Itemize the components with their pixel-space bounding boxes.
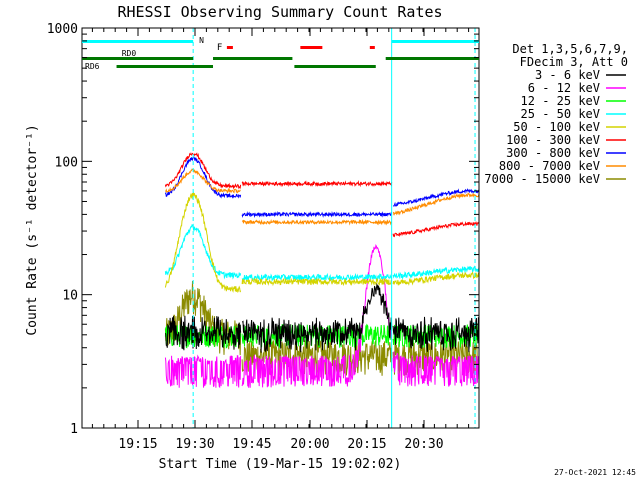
legend-label-8: 7000 - 15000 keV <box>484 172 600 186</box>
legend-label-6: 300 - 800 keV <box>506 146 600 160</box>
legend-label-7: 800 - 7000 keV <box>499 159 600 173</box>
series-line-1 <box>164 243 479 389</box>
y-axis-label: Count Rate (s⁻¹ detector⁻¹) <box>25 124 40 335</box>
status-bar-f-2 <box>300 46 323 49</box>
legend-header-line-2: FDecim 3, Att 0 <box>520 55 628 69</box>
x-tick-label-0: 19:15 <box>118 437 157 452</box>
x-axis-label: Start Time (19-Mar-15 19:02:02) <box>159 457 402 472</box>
legend-label-4: 50 - 100 keV <box>513 120 600 134</box>
axes: 19:15 19:30 19:45 20:00 20:15 20:30 1 10 100 1000 <box>47 22 479 452</box>
status-label-n: N <box>199 36 204 45</box>
series-line-6 <box>164 156 479 219</box>
plot-area <box>82 28 479 428</box>
status-bar-n-1 <box>82 40 194 43</box>
legend-label-3: 25 - 50 keV <box>521 107 600 121</box>
status-bar-f-3 <box>369 46 375 49</box>
x-tick-label-4: 20:15 <box>347 437 386 452</box>
status-bar-rd0-3 <box>385 57 479 60</box>
legend-header-line-1: Det 1,3,5,6,7,9, <box>512 42 628 56</box>
status-label-f: F <box>217 43 222 53</box>
series-line-5 <box>164 152 479 238</box>
x-tick-label-2: 19:45 <box>232 437 271 452</box>
status-bar-f-1 <box>226 46 233 49</box>
series-line-4 <box>164 192 479 294</box>
status-bars: N F RD0 RD6 <box>82 36 479 71</box>
series-line-0 <box>164 282 479 353</box>
plot-frame <box>81 27 480 429</box>
series-line-7 <box>165 168 479 226</box>
status-bar-rd0-1 <box>82 57 194 60</box>
legend-label-1: 6 - 12 keV <box>528 81 600 95</box>
status-label-rd6: RD6 <box>85 62 100 71</box>
y-tick-label-2: 100 <box>55 155 78 170</box>
x-tick-label-3: 20:00 <box>290 437 329 452</box>
legend-label-5: 100 - 300 keV <box>506 133 600 147</box>
status-label-rd0: RD0 <box>122 49 137 58</box>
legend-label-0: 3 - 6 keV <box>535 68 600 82</box>
x-tick-label-1: 19:30 <box>175 437 214 452</box>
y-tick-label-0: 1 <box>70 422 78 437</box>
status-bar-rd6-2 <box>294 65 376 68</box>
status-bar-rd0-2 <box>213 57 293 60</box>
legend: Det 1,3,5,6,7,9, FDecim 3, Att 0 3 - 6 k… <box>484 42 628 186</box>
y-tick-label-1: 10 <box>62 289 78 304</box>
timestamp: 27-Oct-2021 12:45 <box>554 468 636 477</box>
legend-label-2: 12 - 25 keV <box>521 94 600 108</box>
status-bar-rd6-1 <box>116 65 214 68</box>
y-tick-label-3: 1000 <box>47 22 78 37</box>
x-tick-label-5: 20:30 <box>404 437 443 452</box>
status-bar-n-2 <box>391 40 479 43</box>
chart-title: RHESSI Observing Summary Count Rates <box>117 3 442 21</box>
